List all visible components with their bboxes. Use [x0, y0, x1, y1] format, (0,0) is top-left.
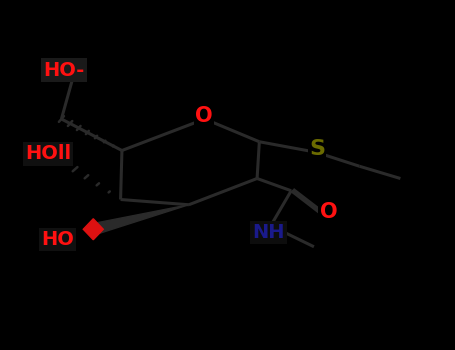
Text: HO: HO	[41, 230, 74, 249]
Text: S: S	[309, 139, 325, 160]
Text: O: O	[195, 106, 212, 126]
Polygon shape	[83, 219, 103, 240]
Text: O: O	[320, 202, 337, 222]
Text: HO-: HO-	[43, 61, 85, 79]
Polygon shape	[91, 205, 189, 235]
Text: NH: NH	[252, 223, 285, 242]
Text: HOll: HOll	[25, 145, 71, 163]
